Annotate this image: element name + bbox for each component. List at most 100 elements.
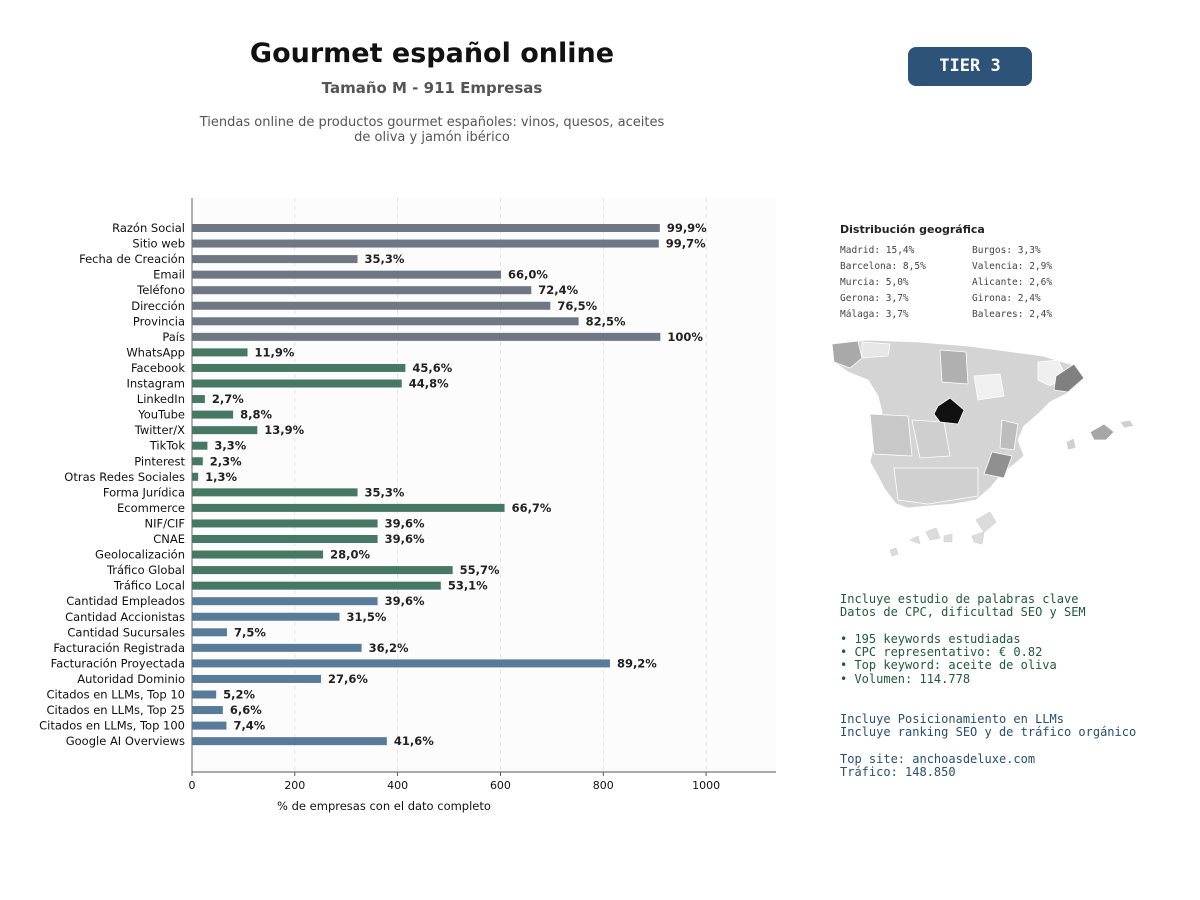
map-region-baleares-3 [1065, 437, 1077, 451]
map-region-canarias-3 [925, 527, 941, 541]
category-label: Facebook [131, 361, 185, 375]
data-label: 6,6% [230, 703, 262, 717]
category-label: Google AI Overviews [66, 734, 185, 748]
bar [192, 348, 248, 357]
data-label: 99,9% [667, 221, 707, 235]
map-region-burgos [939, 349, 969, 385]
bar [192, 628, 227, 637]
bar [192, 488, 358, 497]
page-title: Gourmet español online [249, 38, 615, 69]
data-label: 39,6% [385, 516, 425, 530]
category-label: CNAE [153, 532, 185, 546]
map-region-soria [973, 373, 1005, 401]
bar [192, 659, 610, 668]
x-tick-label: 400 [387, 779, 408, 792]
keywords-info: Incluye estudio de palabras clave Datos … [840, 592, 1086, 686]
data-label: 7,4% [233, 719, 265, 733]
bar [192, 503, 505, 512]
data-label: 39,6% [385, 594, 425, 608]
category-label: Email [153, 268, 185, 282]
bar [192, 286, 532, 295]
bar [192, 332, 661, 341]
x-tick-label: 800 [593, 779, 614, 792]
bar [192, 379, 402, 388]
category-label: Cantidad Sucursales [67, 625, 185, 639]
bar [192, 270, 501, 279]
keywords-bullet-3: • Top keyword: aceite de oliva [840, 658, 1057, 673]
data-label: 89,2% [617, 656, 657, 670]
data-label: 35,3% [365, 485, 405, 499]
category-label: Otras Redes Sociales [64, 470, 185, 484]
data-label: 11,9% [255, 345, 295, 359]
category-label: LinkedIn [137, 392, 185, 406]
spacer [840, 740, 1136, 753]
spain-map [831, 339, 1135, 557]
bar [192, 721, 227, 730]
category-label: WhatsApp [126, 345, 185, 359]
llm-line-1: Incluye Posicionamiento en LLMs [840, 712, 1064, 726]
data-label: 2,7% [212, 392, 244, 406]
bar [192, 737, 387, 746]
data-label: 45,6% [412, 361, 452, 375]
category-label: Twitter/X [134, 423, 185, 437]
category-label: Geolocalización [95, 548, 185, 562]
map-region-canarias-2 [971, 531, 985, 545]
category-label: Facturación Registrada [53, 641, 185, 655]
keywords-bullet-1: • 195 keywords estudiadas [840, 631, 1021, 646]
description: Tiendas online de productos gourmet espa… [192, 115, 672, 145]
map-region-baleares-1 [1089, 423, 1115, 441]
data-label: 72,4% [538, 283, 578, 297]
data-label: 53,1% [448, 579, 488, 593]
data-label: 55,7% [460, 563, 500, 577]
bar [192, 519, 378, 528]
category-label: Tráfico Local [113, 579, 185, 593]
data-label: 66,7% [512, 501, 552, 515]
category-label: Ecommerce [117, 501, 185, 515]
x-tick-label: 0 [189, 779, 196, 792]
bar [192, 643, 362, 652]
data-label: 39,6% [385, 532, 425, 546]
map-region-canarias-5 [943, 533, 953, 543]
top-site: Top site: anchoasdeluxe.com [840, 751, 1036, 766]
tier-badge: TIER 3 [908, 47, 1032, 86]
map-region-valencia [999, 419, 1019, 451]
bar [192, 395, 205, 404]
bar [192, 612, 340, 621]
llm-line-2: Incluye ranking SEO y de tráfico orgánic… [840, 725, 1137, 740]
keywords-line-1: Incluye estudio de palabras clave [840, 592, 1079, 606]
page-subtitle: Tamaño M - 911 Empresas [321, 79, 543, 97]
description-line-1: Tiendas online de productos gourmet espa… [199, 115, 665, 130]
bar [192, 550, 324, 559]
data-label: 99,7% [666, 237, 706, 251]
geo-item: Murcia: 5,0% [840, 277, 909, 288]
geo-item: Madrid: 15,4% [840, 245, 915, 256]
llm-info: Incluye Posicionamiento en LLMs Incluye … [840, 712, 1137, 780]
description-line-2: de oliva y jamón ibérico [354, 130, 510, 145]
spacer [840, 620, 1086, 633]
bar [192, 581, 441, 590]
data-label: 7,5% [234, 625, 266, 639]
bar [192, 239, 659, 248]
bar [192, 535, 378, 543]
data-label: 66,0% [508, 268, 548, 282]
geo-item: Burgos: 3,3% [972, 245, 1041, 256]
map-region-canarias-6 [889, 547, 899, 557]
category-label: TikTok [149, 439, 186, 453]
keywords-bullet-2: • CPC representativo: € 0.82 [840, 645, 1043, 660]
data-label: 41,6% [394, 734, 434, 748]
bar [192, 224, 660, 232]
bar-chart: 0 200 400 600 800 1000 % de empresas con el da… [39, 198, 776, 813]
map-region-murcia [983, 451, 1013, 479]
map-region-galicia [831, 340, 863, 369]
map-region-asturias [861, 341, 891, 359]
category-label: Citados en LLMs, Top 10 [46, 688, 185, 702]
category-label: Dirección [131, 299, 185, 313]
category-label: NIF/CIF [144, 516, 185, 530]
category-label: Cantidad Empleados [66, 594, 185, 608]
data-label: 31,5% [347, 610, 387, 624]
bar [192, 706, 223, 715]
bar [192, 674, 322, 683]
category-label: Citados en LLMs, Top 100 [39, 719, 185, 733]
bar [192, 441, 208, 450]
traffic: Tráfico: 148.850 [840, 765, 956, 780]
